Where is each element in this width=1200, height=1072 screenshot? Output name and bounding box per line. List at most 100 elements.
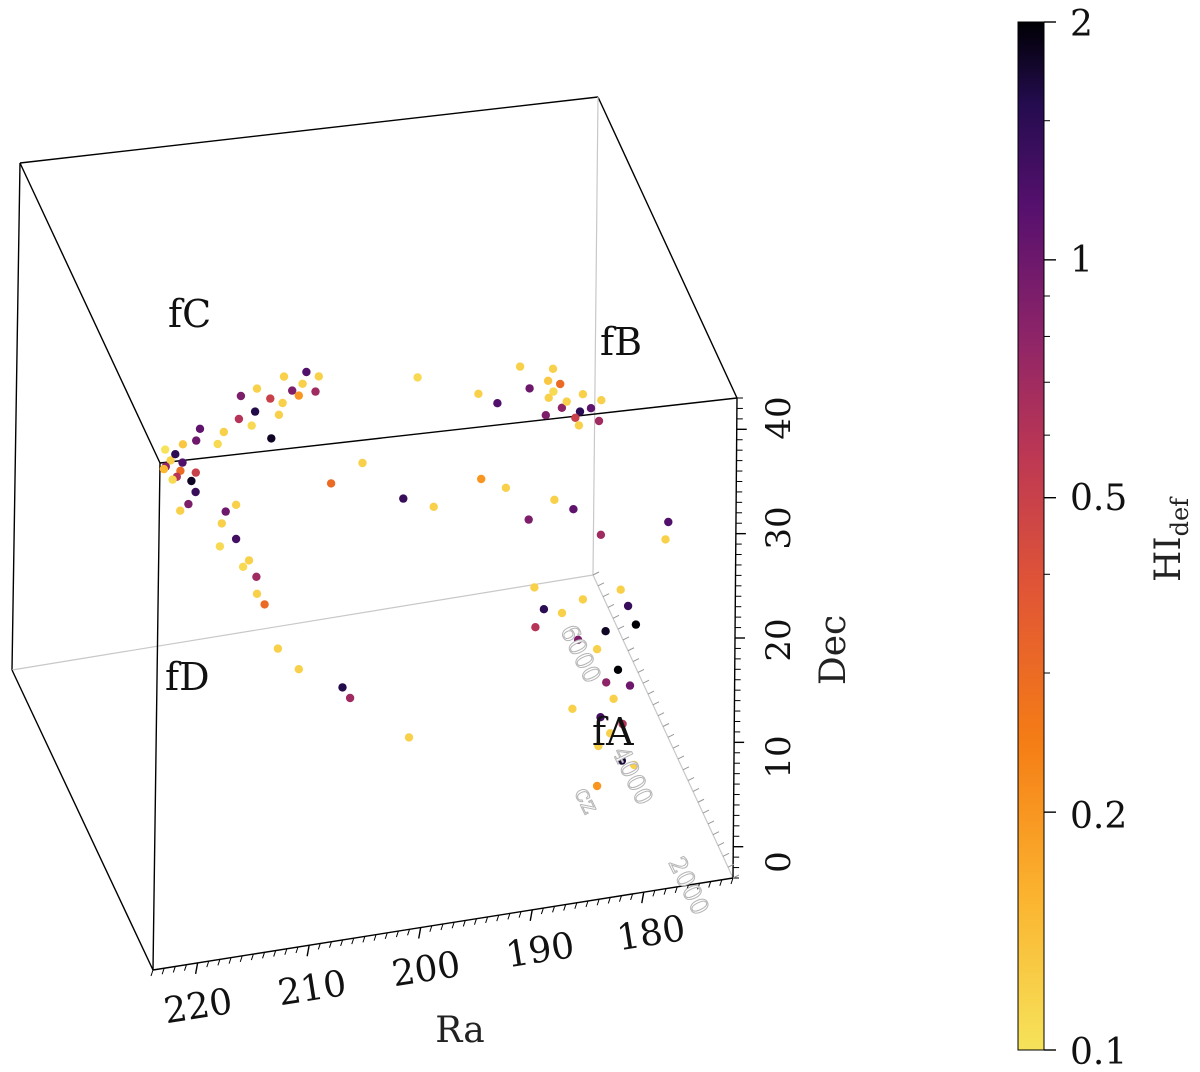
scatter-point — [191, 487, 200, 497]
scatter-point — [234, 414, 244, 424]
cz-tick-mark — [682, 766, 690, 771]
scatter-point — [192, 436, 201, 445]
ra-tick-mark — [183, 964, 187, 971]
scatter-point — [569, 505, 578, 514]
dec-tick-label: 10 — [759, 735, 799, 778]
scatter-point — [574, 421, 584, 430]
scatter-point — [187, 476, 196, 486]
axes-box — [11, 96, 738, 971]
scatter-point — [606, 729, 615, 738]
scatter-point — [231, 500, 241, 509]
scatter-point — [557, 403, 567, 412]
inner-edge — [11, 574, 594, 671]
scatter-point — [573, 635, 583, 644]
ra-tick-mark — [596, 899, 600, 906]
scatter-point — [247, 421, 256, 430]
ra-tick-mark — [663, 888, 667, 895]
scatter-point — [176, 506, 185, 515]
scatter-points — [159, 362, 673, 791]
ra-tick-mark — [462, 920, 466, 927]
ra-tick-mark — [206, 960, 210, 968]
scatter-point — [171, 450, 180, 459]
scatter-point — [238, 562, 248, 571]
scatter-point — [221, 507, 230, 516]
cz-tick-mark — [727, 863, 735, 868]
ra-tick-mark — [440, 923, 444, 931]
ra-tick-label: 200 — [389, 944, 463, 995]
dec-tick-labels: 0 10 20 30 40 — [759, 396, 799, 872]
back-pane-edge — [597, 96, 738, 399]
annotation-fd: fD — [165, 655, 210, 699]
scatter-point — [252, 572, 261, 581]
ra-tick-mark — [585, 900, 589, 908]
scatter-point — [594, 741, 603, 751]
scatter-point — [541, 411, 550, 420]
cz-tick-mark — [657, 712, 665, 717]
scatter-point — [609, 694, 618, 703]
ra-tick-mark — [273, 950, 277, 957]
cz-tick-mark — [642, 679, 650, 684]
scatter-point — [592, 781, 602, 791]
cz-tick-mark — [692, 787, 700, 792]
scatter-point — [616, 585, 625, 594]
scatter-point — [236, 391, 246, 401]
cz-tick-mark — [697, 798, 705, 803]
scatter-point — [562, 397, 571, 406]
ra-tick-mark — [485, 916, 489, 924]
ra-tick-mark — [172, 966, 176, 973]
cz-tick-mark — [732, 874, 740, 879]
scatter-point — [231, 534, 241, 544]
cz-tick-mark — [667, 733, 675, 738]
svg-text:HIdef: HIdef — [1148, 496, 1194, 582]
scatter-point — [195, 424, 205, 433]
cz-tick-mark — [617, 625, 625, 630]
scatter-point — [596, 530, 606, 539]
colorbar: 0.1 0.2 0.5 1 2 HIdef — [1017, 4, 1194, 1072]
cz-tick-mark — [702, 809, 710, 814]
colorbar-tick-label: 0.5 — [1070, 478, 1127, 519]
scatter-point — [244, 556, 254, 565]
scatter-point — [413, 373, 422, 382]
scatter-point — [168, 475, 177, 484]
cz-tick-mark — [637, 668, 645, 673]
scatter-point — [539, 605, 549, 614]
filament-annotations: fA fB fC fD — [165, 292, 642, 754]
ra-tick-mark — [351, 937, 355, 945]
ra-tick-mark — [641, 892, 645, 904]
scatter-point — [625, 681, 635, 690]
colorbar-tick-label: 0.1 — [1070, 1032, 1127, 1072]
scatter-point — [161, 445, 170, 454]
scatter-point — [549, 387, 558, 396]
dec-tick-label: 20 — [759, 618, 799, 661]
scatter-point — [178, 458, 187, 467]
scatter-point — [311, 387, 320, 396]
scatter-point — [594, 416, 604, 426]
cz-tick-mark — [687, 777, 695, 782]
ra-tick-mark — [496, 914, 500, 922]
scatter-point — [345, 693, 355, 703]
ra-tick-mark — [250, 953, 254, 961]
back-pane-edge — [11, 162, 21, 671]
scatter-point — [630, 760, 639, 770]
ra-tick-label: 190 — [503, 925, 577, 976]
ra-tick-mark — [618, 895, 622, 902]
cz-tick-mark — [627, 647, 635, 652]
ra-tick-mark — [685, 884, 689, 892]
scatter-point — [568, 704, 577, 713]
annotation-fc: fC — [168, 292, 211, 336]
cz-tick-mark — [712, 831, 720, 836]
ra-tick-mark — [540, 907, 544, 915]
scatter-point — [278, 398, 287, 408]
ra-tick-mark — [529, 909, 533, 921]
ra-tick-mark — [150, 969, 154, 977]
scatter-point — [618, 719, 627, 729]
scatter-point — [429, 502, 438, 511]
back-pane-edge — [19, 96, 599, 164]
scatter-point — [260, 600, 269, 609]
scatter-point — [586, 404, 596, 413]
scatter-point — [358, 458, 367, 468]
scatter-point — [602, 678, 611, 687]
front-edge — [11, 669, 154, 971]
scatter-point — [557, 608, 567, 618]
cz-tick-mark — [677, 755, 685, 760]
